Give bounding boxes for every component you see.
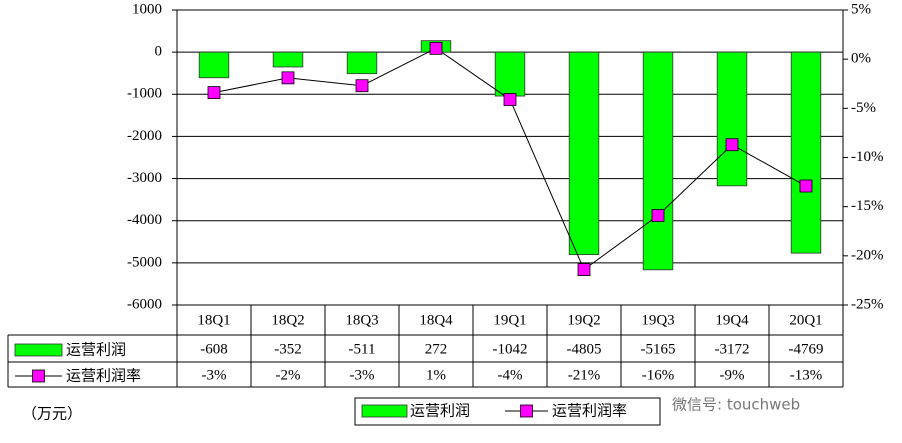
y-tick-label: 0 (155, 44, 163, 60)
bar (716, 51, 748, 187)
x-tick-label: 18Q4 (419, 312, 453, 328)
x-tick-label: 19Q3 (641, 312, 674, 328)
y2-tick-label: -10% (851, 149, 884, 165)
legend-swatch (361, 404, 408, 418)
marker (355, 79, 369, 93)
table-value: -352 (274, 341, 302, 357)
table-value: -4805 (567, 341, 602, 357)
x-tick-label: 18Q1 (197, 312, 230, 328)
marker (281, 71, 295, 85)
x-tick-label: 19Q1 (493, 312, 526, 328)
marker (503, 93, 517, 106)
y-tick-label: -6000 (127, 296, 162, 312)
y-tick-label: -4000 (127, 212, 162, 228)
bar (494, 51, 526, 97)
table-value: -3172 (715, 341, 750, 357)
table-value: -5165 (641, 341, 676, 357)
table-value: -16% (642, 367, 675, 383)
table-value: -3% (202, 367, 227, 383)
row-header: 运营利润 (66, 341, 126, 359)
marker (207, 86, 221, 99)
y2-tick-label: -25% (851, 296, 884, 312)
marker (651, 209, 665, 222)
bar (790, 51, 822, 254)
y-tick-label: -1000 (127, 86, 162, 102)
marker (725, 138, 739, 152)
x-tick-label: 19Q2 (567, 312, 600, 328)
table-value: -4769 (789, 341, 824, 357)
x-tick-label: 18Q2 (271, 312, 304, 328)
table-value: 272 (425, 341, 448, 357)
table-value: -13% (790, 367, 823, 383)
unit-label: （万元） (22, 405, 82, 423)
table-value: -9% (720, 367, 745, 383)
table-value: -608 (200, 341, 228, 357)
x-tick-label: 19Q4 (715, 312, 749, 328)
y-tick-label: -2000 (127, 128, 162, 144)
y2-tick-label: -20% (851, 247, 884, 263)
y-tick-label: -5000 (127, 254, 162, 270)
x-tick-label: 20Q1 (789, 312, 822, 328)
bar (198, 51, 230, 79)
y2-tick-label: -15% (851, 198, 884, 214)
legend-swatch (14, 343, 63, 357)
legend-label: 运营利润 (410, 402, 470, 420)
marker (577, 263, 591, 277)
row-header: 运营利润率 (66, 367, 141, 385)
table-value: -1042 (493, 341, 528, 357)
bar (568, 51, 600, 256)
watermark: 微信号: touchweb (672, 396, 800, 414)
x-tick-label: 18Q3 (345, 312, 378, 328)
y-tick-label: 1000 (132, 1, 162, 17)
marker (429, 41, 443, 55)
table-value: -21% (568, 367, 601, 383)
y2-tick-label: 5% (851, 1, 871, 17)
y2-tick-label: 0% (851, 51, 871, 67)
table-value: -4% (498, 367, 523, 383)
bar (272, 51, 304, 68)
marker (799, 179, 813, 193)
table-value: -3% (350, 367, 375, 383)
table-value: -2% (276, 367, 301, 383)
bar (346, 51, 378, 75)
legend-label: 运营利润率 (552, 402, 627, 420)
legend-swatch (520, 404, 533, 418)
y-tick-label: -3000 (127, 170, 162, 186)
table-value: 1% (426, 367, 446, 383)
legend-swatch (32, 369, 45, 383)
y2-tick-label: -5% (851, 100, 876, 116)
table-value: -511 (349, 341, 376, 357)
bar (642, 51, 674, 271)
